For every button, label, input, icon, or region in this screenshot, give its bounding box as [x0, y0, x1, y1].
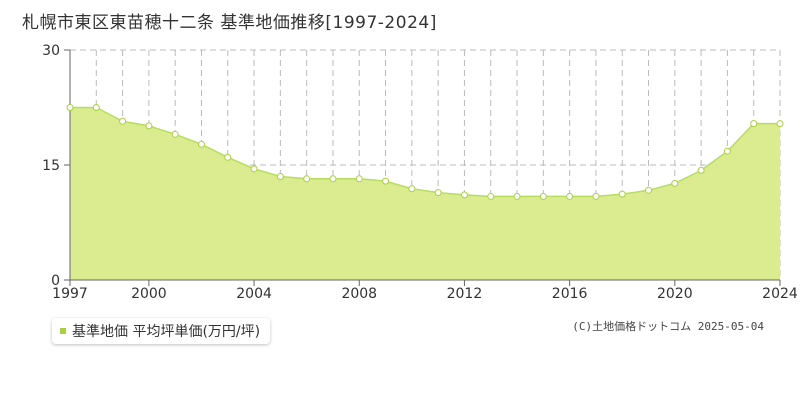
data-point: [92, 104, 100, 111]
data-point: [645, 186, 653, 194]
data-point: [487, 192, 495, 200]
data-point: [329, 175, 337, 183]
data-point: [382, 177, 390, 185]
series-area-fill: [70, 107, 780, 280]
y-tick-label: 0: [51, 273, 60, 289]
data-point: [697, 166, 705, 174]
y-axis-ticks: 0 15 30: [42, 43, 70, 289]
data-point: [776, 120, 784, 128]
x-tick-label: 2000: [131, 286, 167, 302]
data-point: [513, 192, 521, 200]
data-point: [434, 189, 442, 197]
data-point: [566, 192, 574, 200]
series-line: [70, 106, 780, 198]
x-axis-ticks: 1997 2000 2004 2008 2012 2016 2020 2024: [52, 280, 798, 302]
y-tick-label: 15: [42, 158, 60, 174]
data-point: [66, 104, 74, 111]
copyright-text: (C)土地価格ドットコム 2025-05-04: [572, 320, 764, 333]
data-point: [276, 173, 284, 180]
x-tick-label: 2012: [447, 286, 483, 302]
data-point: [750, 120, 758, 128]
data-point: [250, 165, 258, 173]
x-tick-label: 1997: [52, 286, 88, 302]
y-tick-label: 30: [42, 43, 60, 59]
x-tick-label: 2024: [762, 286, 798, 302]
data-point: [723, 147, 731, 155]
x-tick-label: 2008: [341, 286, 377, 302]
series-area: [70, 106, 780, 280]
legend-label: 基準地価 平均坪単価(万円/坪): [72, 324, 261, 340]
legend-swatch: [60, 328, 66, 334]
x-tick-label: 2016: [552, 286, 588, 302]
chart-title: 札幌市東区東苗穂十二条 基準地価推移[1997-2024]: [22, 13, 437, 33]
x-tick-label: 2004: [236, 286, 272, 302]
data-point: [197, 140, 205, 148]
data-point: [460, 191, 468, 199]
x-tick-label: 2020: [657, 286, 693, 302]
data-point: [671, 179, 679, 187]
data-point: [618, 190, 626, 198]
data-point: [355, 175, 363, 183]
data-point: [119, 117, 127, 125]
legend: 基準地価 平均坪単価(万円/坪): [52, 318, 271, 344]
data-point: [592, 192, 600, 200]
data-point: [171, 130, 179, 138]
data-point: [303, 175, 311, 183]
series-markers: [66, 104, 784, 200]
data-point: [224, 153, 232, 161]
data-point: [145, 122, 153, 130]
data-point: [408, 185, 416, 193]
data-point: [539, 192, 547, 200]
